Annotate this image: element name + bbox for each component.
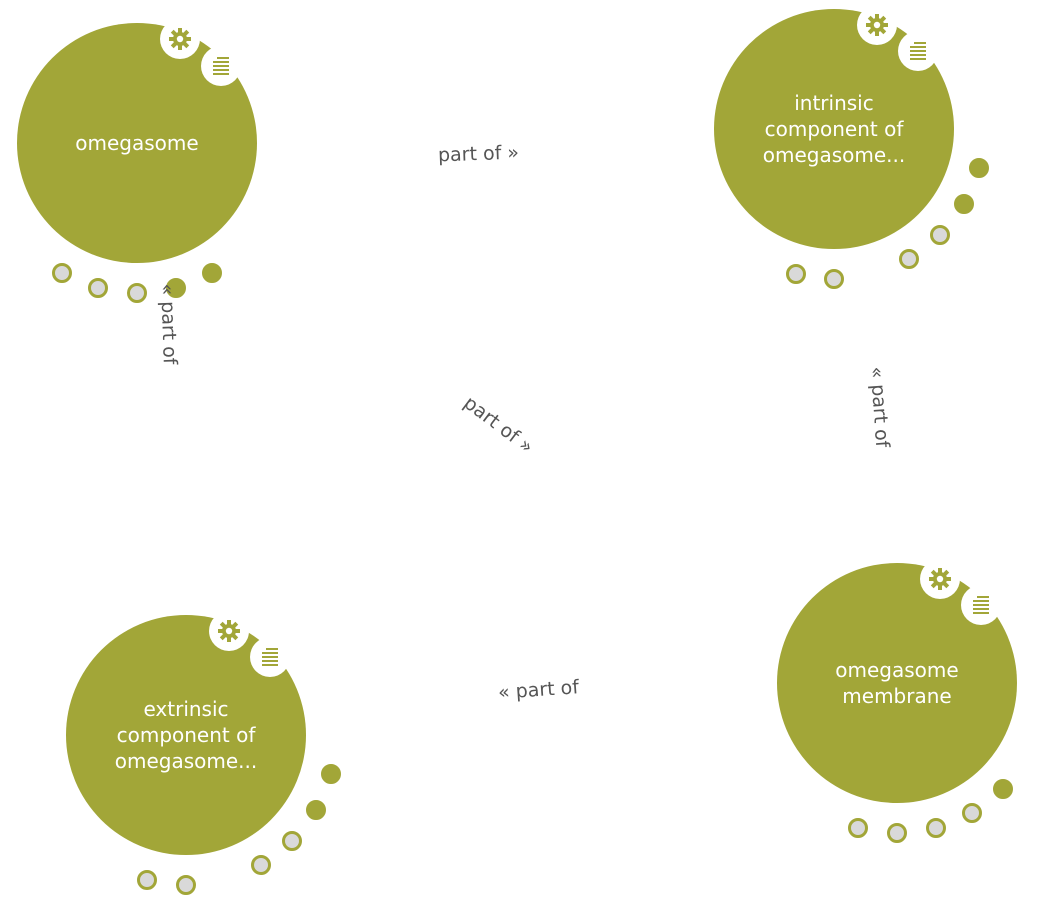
gear-icon	[866, 14, 888, 36]
connection-dot[interactable]	[993, 779, 1013, 799]
connection-dot[interactable]	[52, 263, 72, 283]
connection-dot[interactable]	[848, 818, 868, 838]
connection-dot[interactable]	[899, 249, 919, 269]
gear-icon	[218, 620, 240, 642]
list-icon	[213, 57, 229, 75]
node-label: omegasome	[75, 131, 199, 155]
gear-icon	[169, 28, 191, 50]
connection-dot[interactable]	[321, 764, 341, 784]
edge-label: « part of	[865, 365, 894, 449]
connection-dot[interactable]	[930, 225, 950, 245]
connection-dot[interactable]	[251, 855, 271, 875]
node-settings-button[interactable]	[920, 559, 960, 599]
connection-dot[interactable]	[926, 818, 946, 838]
node-settings-button[interactable]	[160, 19, 200, 59]
connection-dot[interactable]	[306, 800, 326, 820]
list-icon	[910, 42, 926, 60]
gear-icon	[929, 568, 951, 590]
connection-dot[interactable]	[962, 803, 982, 823]
edge-label: « part of	[497, 676, 580, 704]
edge-label: part of »	[459, 391, 538, 459]
connection-dot[interactable]	[954, 194, 974, 214]
connection-dot[interactable]	[887, 823, 907, 843]
node-details-button[interactable]	[961, 585, 1001, 625]
list-icon	[262, 648, 278, 666]
connection-dot[interactable]	[202, 263, 222, 283]
edge-label: « part of	[156, 283, 181, 365]
node-settings-button[interactable]	[857, 5, 897, 45]
list-icon	[973, 596, 989, 614]
connection-dot[interactable]	[282, 831, 302, 851]
node-details-button[interactable]	[898, 31, 938, 71]
connection-dot[interactable]	[166, 278, 186, 298]
node-label: intrinsic component of omegasome...	[762, 91, 906, 167]
node-details-button[interactable]	[201, 46, 241, 86]
connection-dot[interactable]	[127, 283, 147, 303]
node-settings-button[interactable]	[209, 611, 249, 651]
connection-dot[interactable]	[969, 158, 989, 178]
connection-dot[interactable]	[176, 875, 196, 895]
node-label: extrinsic component of omegasome...	[114, 697, 258, 773]
connection-dot[interactable]	[88, 278, 108, 298]
edge-label: part of »	[437, 141, 520, 167]
node-label: omegasome membrane	[835, 658, 959, 708]
connection-dot[interactable]	[786, 264, 806, 284]
connection-dot[interactable]	[824, 269, 844, 289]
node-details-button[interactable]	[250, 637, 290, 677]
connection-dot[interactable]	[137, 870, 157, 890]
